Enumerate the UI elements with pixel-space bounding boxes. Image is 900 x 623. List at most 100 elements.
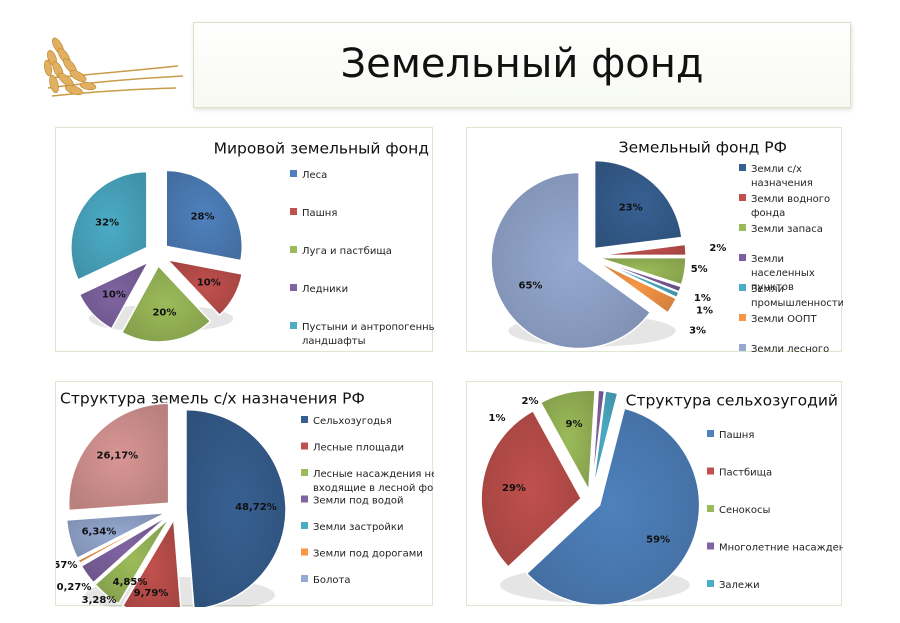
data-label: 6,34% [82,527,117,538]
legend-swatch [301,416,308,423]
pie-slice [78,260,151,330]
legend-entry: Пастбища [719,468,772,479]
world-land-fund-chart: Мировой земельный фонд 28% 10% 20% 10% 32% Лес… [70,140,434,347]
data-label: 2% [522,396,539,407]
legend-entry: Леса [302,170,327,181]
chart-title: Структура сельхозугодий [626,392,838,410]
legend-swatch [707,505,714,512]
legend-entry: Луга и пастбища [302,246,392,257]
wheat-decoration [43,37,184,97]
data-label: 9,79% [134,588,169,599]
legend-swatch [739,224,746,231]
pie-slice [121,517,182,607]
legend-swatch [301,495,308,503]
page-title: Земельный фонд [340,41,704,87]
pie-slice [591,389,606,491]
data-label: 3,28% [82,595,117,606]
data-label: 1% [694,293,711,304]
data-label: 20% [152,308,176,319]
farmland-structure-panel: Структура сельхозугодий 59% 29% 9% 1% 2% Пашня… [466,381,843,606]
agri-land-structure-chart: Структура земель с/х назначения РФ 48,72%… [56,390,434,607]
legend-entry: Пустыни и антропогенные ландшафты [302,322,434,347]
legend-swatch [707,542,714,550]
data-label: 4,85% [113,577,148,588]
pie-slice [597,256,687,286]
data-label: 5% [691,264,708,275]
legend-entry: Болота [313,575,350,586]
legend-swatch [301,575,308,582]
legend-entry: Пашня [302,208,337,219]
legend-swatch [290,170,297,177]
data-label: 3% [689,325,706,336]
pie-slice [593,159,683,250]
data-label: 59% [646,535,670,546]
legend-swatch [290,208,297,215]
legend-swatch [739,164,746,171]
pie-slice [165,169,243,262]
legend-swatch [301,548,308,556]
legend-entry: Лесные насаждения не входящие в лесной фо… [313,469,434,494]
pie-slice [596,260,678,314]
chart-title: Мировой земельный фонд [214,140,429,158]
legend-entry: Залежи [719,580,760,591]
pie-slice [525,407,701,606]
legend-entry: Пашня [719,430,754,441]
legend-swatch [290,322,297,329]
data-label: 0,57% [56,560,77,571]
world-land-fund-panel: Мировой земельный фонд 28% 10% 20% 10% 32% Лес… [55,127,434,352]
legend-swatch [739,344,746,351]
legend-entry: Ледники [302,284,348,295]
data-label: 10% [102,289,126,300]
legend-swatch [707,430,714,437]
legend-entry: Земли ООПТ [751,314,817,325]
legend-entry: Земли застройки [313,522,403,533]
pie-slice [77,514,168,565]
legend-entry: Лесные площади [313,443,404,454]
legend-entry: Сенокосы [719,505,770,516]
pie-slice [185,408,287,607]
data-label: 9% [565,419,582,430]
legend-swatch [739,284,746,291]
pie-slice [597,243,687,257]
farmland-structure-chart: Структура сельхозугодий 59% 29% 9% 1% 2% Пашня… [480,389,843,606]
legend-entry: Сельхозугодья [313,416,392,427]
pie-slice [592,390,619,491]
legend-entry: Земли под дорогами [313,549,423,560]
data-label: 28% [191,211,215,222]
pie-slice [80,515,169,584]
pie-slice [490,171,652,350]
legend-swatch [301,442,308,450]
legend-swatch [707,580,714,587]
data-label: 48,72% [235,502,277,513]
legend-swatch [739,254,746,261]
rf-land-fund-panel: Земельный фонд РФ 23% 2% 5% 1% 1% 3% 65% Земли с… [466,127,843,353]
legend-swatch [290,284,297,291]
legend-entry: Многолетние насаждения [719,543,843,554]
pie-slice [165,258,244,317]
pie-slice [480,409,583,568]
pie-slice [70,170,148,281]
legend-entry: Земли водного фонда [751,194,830,219]
chart-title: Структура земель с/х назначения РФ [60,390,365,408]
pie-slice [596,259,680,299]
legend-entry: Земли промышленности [751,284,843,309]
data-label: 10% [197,277,221,288]
data-label: 1% [696,306,713,317]
data-label: 2% [709,243,726,254]
legend-swatch [301,469,308,476]
legend-swatch [739,194,746,201]
agri-land-structure-panel: Структура земель с/х назначения РФ 48,72%… [55,381,434,607]
pie-slice [67,402,170,512]
pie-slice [65,511,167,560]
legend-entry: Земли запаса [751,224,823,235]
chart-title: Земельный фонд РФ [619,139,787,157]
data-label: 26,17% [97,451,139,462]
pie-slice [120,264,212,343]
pie-slice [539,389,596,493]
data-label: 65% [519,280,543,291]
legend-entry: Земли населенных пунктов [751,254,815,293]
data-label: 32% [95,217,119,228]
legend-entry: Земли лесногофонда [751,344,829,353]
legend-entry: Земли с/х назначения [751,164,813,189]
legend-swatch [739,314,746,321]
